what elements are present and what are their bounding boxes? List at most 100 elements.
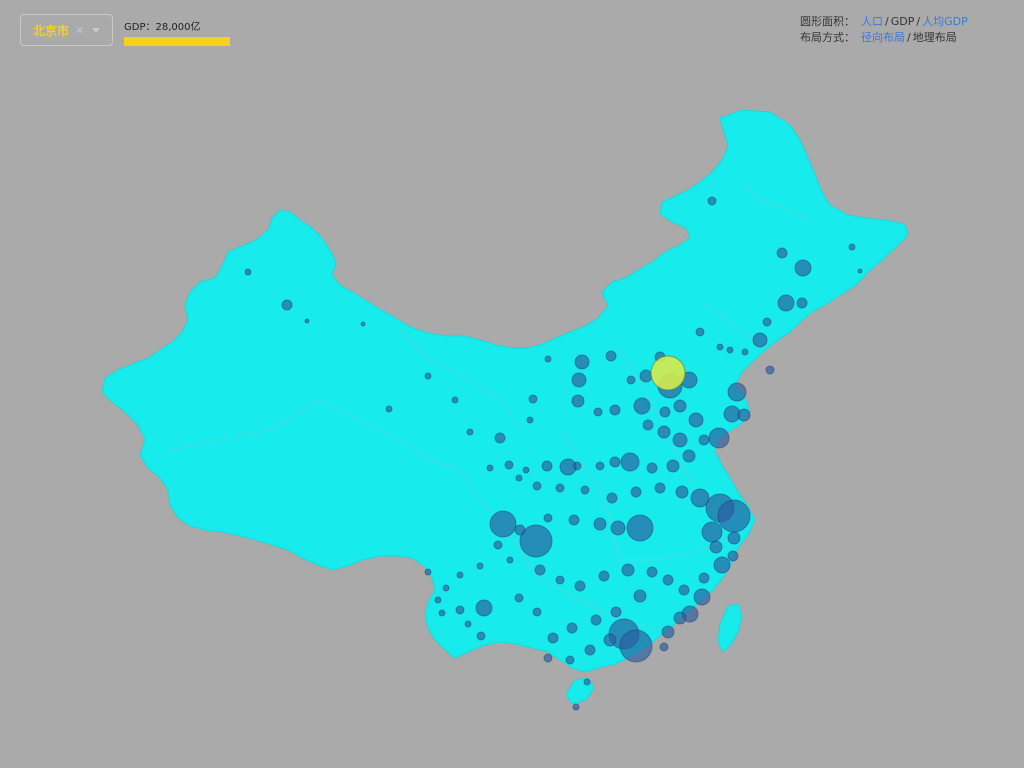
city-bubble[interactable] — [606, 492, 618, 504]
city-bubble[interactable] — [475, 599, 493, 617]
city-bubble[interactable] — [666, 459, 680, 473]
city-bubble[interactable] — [688, 412, 704, 428]
city-bubble[interactable] — [776, 247, 788, 259]
city-bubble[interactable] — [626, 375, 636, 385]
city-bubble[interactable] — [609, 456, 621, 468]
city-bubble[interactable] — [593, 407, 603, 417]
city-bubble[interactable] — [698, 572, 710, 584]
city-bubble[interactable] — [494, 432, 506, 444]
city-bubble[interactable] — [493, 540, 503, 550]
city-bubble[interactable] — [565, 655, 575, 665]
city-bubble[interactable] — [678, 584, 690, 596]
city-bubble[interactable] — [610, 520, 626, 536]
city-bubble[interactable] — [532, 481, 542, 491]
city-bubble[interactable] — [633, 397, 651, 415]
city-bubble[interactable] — [559, 458, 577, 476]
city-bubble[interactable] — [455, 605, 465, 615]
city-bubble[interactable] — [514, 593, 524, 603]
city-bubble[interactable] — [713, 556, 731, 574]
city-bubble[interactable] — [675, 485, 689, 499]
city-bubble[interactable] — [673, 399, 687, 413]
city-bubble[interactable] — [690, 488, 710, 508]
city-bubble[interactable] — [716, 343, 724, 351]
city-bubble[interactable] — [657, 425, 671, 439]
area-option-population[interactable]: 人口 — [861, 15, 883, 28]
city-bubble[interactable] — [646, 566, 658, 578]
city-bubble[interactable] — [543, 653, 553, 663]
city-bubble[interactable] — [727, 382, 747, 402]
city-bubble[interactable] — [662, 574, 674, 586]
layout-option-geo[interactable]: 地理布局 — [912, 31, 957, 44]
city-bubble[interactable] — [709, 540, 723, 554]
city-bubble[interactable] — [695, 327, 705, 337]
city-bubble[interactable] — [659, 406, 671, 418]
city-bubble[interactable] — [574, 580, 586, 592]
city-bubble[interactable] — [654, 482, 666, 494]
city-bubble[interactable] — [360, 321, 366, 327]
city-bubble[interactable] — [659, 642, 669, 652]
city-bubble[interactable] — [438, 609, 446, 617]
city-bubble[interactable] — [504, 460, 514, 470]
city-bubble[interactable] — [603, 633, 617, 647]
city-bubble[interactable] — [707, 196, 717, 206]
city-bubble[interactable] — [466, 428, 474, 436]
city-bubble[interactable] — [620, 452, 640, 472]
city-bubble[interactable] — [424, 372, 432, 380]
city-select-dropdown[interactable]: 北京市 ✕ — [20, 14, 113, 46]
city-bubble[interactable] — [568, 514, 580, 526]
city-bubble[interactable] — [752, 332, 768, 348]
city-bubble[interactable] — [726, 346, 734, 354]
city-bubble[interactable] — [777, 294, 795, 312]
city-bubble[interactable] — [619, 629, 653, 663]
city-bubble[interactable] — [544, 355, 552, 363]
city-bubble[interactable] — [385, 405, 393, 413]
layout-option-radial[interactable]: 径向布局 — [861, 31, 905, 44]
city-bubble[interactable] — [244, 268, 252, 276]
city-bubble[interactable] — [456, 571, 464, 579]
city-bubble[interactable] — [547, 632, 559, 644]
chevron-down-icon[interactable] — [92, 27, 101, 33]
city-bubble[interactable] — [672, 432, 688, 448]
city-bubble[interactable] — [609, 404, 621, 416]
city-bubble[interactable] — [621, 563, 635, 577]
city-bubble[interactable] — [595, 461, 605, 471]
city-bubble[interactable] — [543, 513, 553, 523]
city-bubble[interactable] — [442, 584, 450, 592]
city-bubble[interactable] — [506, 556, 514, 564]
city-bubble[interactable] — [682, 449, 696, 463]
city-bubble[interactable] — [434, 596, 442, 604]
city-bubble[interactable] — [741, 348, 749, 356]
city-bubble[interactable] — [486, 464, 494, 472]
city-bubble[interactable] — [451, 396, 459, 404]
city-bubble[interactable] — [304, 318, 310, 324]
area-option-gdp-per-capita[interactable]: 人均GDP — [922, 15, 968, 28]
city-bubble[interactable] — [762, 317, 772, 327]
city-bubble[interactable] — [673, 611, 687, 625]
city-bubble[interactable] — [598, 570, 610, 582]
city-bubble[interactable] — [610, 606, 622, 618]
city-bubble[interactable] — [281, 299, 293, 311]
city-bubble[interactable] — [605, 350, 617, 362]
city-bubble[interactable] — [528, 394, 538, 404]
city-bubble[interactable] — [476, 631, 486, 641]
city-bubble[interactable] — [727, 531, 741, 545]
city-bubble[interactable] — [464, 620, 472, 628]
city-bubble[interactable] — [626, 514, 654, 542]
close-icon[interactable]: ✕ — [75, 23, 85, 37]
area-option-gdp[interactable]: GDP — [890, 15, 915, 28]
city-bubble[interactable] — [519, 524, 553, 558]
city-bubble[interactable] — [571, 372, 587, 388]
city-bubble[interactable] — [661, 625, 675, 639]
city-bubble[interactable] — [424, 568, 432, 576]
city-bubble[interactable] — [727, 550, 739, 562]
city-bubble[interactable] — [590, 614, 602, 626]
city-bubble[interactable] — [555, 483, 565, 493]
city-bubble[interactable] — [571, 394, 585, 408]
city-bubble[interactable] — [489, 510, 517, 538]
city-bubble[interactable] — [708, 427, 730, 449]
city-bubble[interactable] — [555, 575, 565, 585]
city-bubble[interactable] — [566, 622, 578, 634]
city-bubble[interactable] — [717, 499, 751, 533]
city-bubble[interactable] — [522, 466, 530, 474]
city-bubble[interactable] — [633, 589, 647, 603]
